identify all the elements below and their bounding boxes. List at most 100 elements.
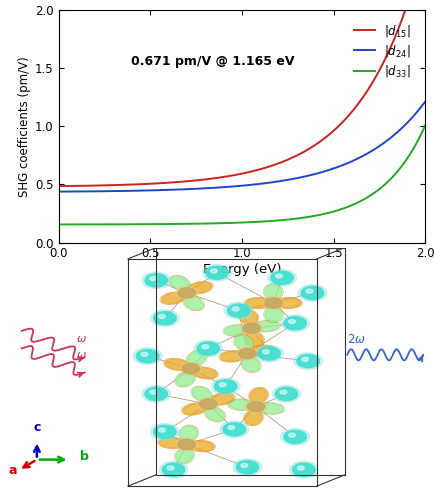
Ellipse shape: [245, 410, 262, 425]
Text: b: b: [80, 450, 89, 462]
Circle shape: [151, 310, 179, 326]
Circle shape: [133, 348, 162, 364]
Ellipse shape: [250, 346, 275, 356]
Circle shape: [262, 296, 285, 310]
Circle shape: [265, 298, 282, 308]
Text: $\omega$: $\omega$: [76, 334, 87, 344]
Ellipse shape: [242, 358, 260, 372]
Circle shape: [268, 270, 296, 286]
Circle shape: [245, 400, 267, 413]
Ellipse shape: [210, 394, 234, 404]
Circle shape: [180, 362, 202, 376]
Ellipse shape: [229, 400, 253, 410]
Circle shape: [219, 382, 226, 386]
Circle shape: [203, 264, 231, 281]
Circle shape: [289, 433, 296, 437]
Ellipse shape: [246, 332, 263, 346]
Ellipse shape: [250, 388, 267, 402]
Circle shape: [197, 342, 220, 355]
Circle shape: [158, 314, 165, 318]
Y-axis label: SHG coefficients (pm/V): SHG coefficients (pm/V): [18, 56, 31, 196]
Ellipse shape: [176, 372, 194, 386]
Circle shape: [281, 428, 309, 445]
Circle shape: [206, 266, 228, 280]
Circle shape: [258, 347, 280, 360]
Circle shape: [271, 271, 293, 284]
Circle shape: [175, 286, 198, 300]
Circle shape: [298, 284, 327, 302]
Ellipse shape: [193, 368, 217, 378]
Circle shape: [236, 347, 259, 360]
Circle shape: [211, 378, 240, 394]
Text: a: a: [9, 464, 17, 477]
Ellipse shape: [184, 296, 203, 310]
Circle shape: [302, 358, 309, 362]
Ellipse shape: [170, 276, 189, 290]
Circle shape: [178, 440, 195, 450]
Ellipse shape: [159, 438, 184, 448]
Circle shape: [233, 459, 262, 475]
Circle shape: [145, 274, 168, 287]
Ellipse shape: [276, 298, 301, 308]
Circle shape: [236, 460, 259, 473]
Ellipse shape: [235, 336, 253, 349]
Circle shape: [306, 289, 313, 293]
Ellipse shape: [183, 404, 207, 414]
Circle shape: [247, 402, 265, 411]
Circle shape: [200, 399, 217, 409]
Circle shape: [142, 386, 171, 402]
X-axis label: Energy (eV): Energy (eV): [203, 263, 281, 276]
Circle shape: [297, 354, 319, 368]
Circle shape: [228, 426, 235, 430]
Legend: $|d_{15}|$, $|d_{24}|$, $|d_{33}|$: $|d_{15}|$, $|d_{24}|$, $|d_{33}|$: [349, 18, 416, 84]
Circle shape: [272, 386, 301, 402]
Circle shape: [255, 345, 283, 362]
Ellipse shape: [161, 292, 185, 304]
Circle shape: [227, 304, 250, 317]
Circle shape: [220, 421, 249, 438]
Ellipse shape: [165, 359, 189, 370]
Text: $2\omega$: $2\omega$: [347, 333, 366, 346]
Circle shape: [214, 380, 237, 393]
Circle shape: [284, 316, 306, 330]
Circle shape: [276, 274, 283, 278]
Circle shape: [145, 388, 168, 400]
Circle shape: [142, 272, 171, 288]
Circle shape: [175, 438, 198, 451]
Circle shape: [150, 276, 157, 280]
Ellipse shape: [176, 448, 193, 463]
Circle shape: [178, 288, 195, 298]
Circle shape: [158, 428, 165, 432]
Circle shape: [223, 422, 246, 436]
Circle shape: [281, 315, 309, 332]
Circle shape: [159, 462, 188, 478]
Circle shape: [232, 307, 239, 311]
Circle shape: [293, 463, 315, 476]
Circle shape: [154, 426, 176, 438]
Ellipse shape: [254, 321, 279, 332]
Circle shape: [280, 390, 287, 394]
Circle shape: [243, 323, 260, 334]
Circle shape: [294, 353, 322, 370]
Circle shape: [284, 430, 306, 444]
Ellipse shape: [224, 326, 249, 336]
Circle shape: [162, 463, 185, 476]
Circle shape: [202, 344, 209, 349]
Circle shape: [154, 312, 176, 325]
Ellipse shape: [246, 298, 271, 308]
Ellipse shape: [205, 408, 224, 421]
Ellipse shape: [180, 426, 197, 440]
Ellipse shape: [240, 310, 258, 324]
Circle shape: [141, 352, 148, 356]
Ellipse shape: [189, 441, 214, 451]
Circle shape: [240, 322, 263, 335]
Circle shape: [194, 340, 223, 357]
Circle shape: [289, 320, 296, 324]
Circle shape: [263, 350, 270, 354]
Circle shape: [224, 302, 253, 319]
Circle shape: [150, 390, 157, 394]
Circle shape: [197, 398, 220, 410]
Circle shape: [241, 464, 248, 468]
Ellipse shape: [259, 404, 283, 413]
Ellipse shape: [192, 387, 211, 401]
